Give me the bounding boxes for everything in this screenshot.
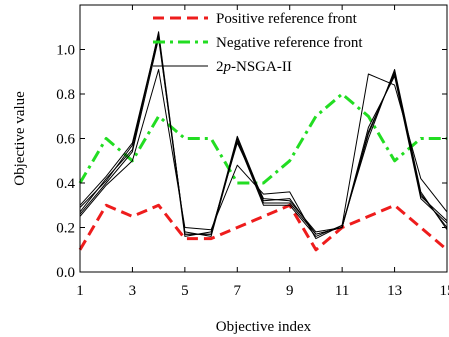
y-tick-label: 0.4 — [56, 176, 75, 192]
y-tick-label: 0.8 — [56, 87, 75, 103]
y-tick-label: 0.6 — [56, 132, 75, 148]
y-tick-label: 0.0 — [56, 265, 75, 281]
y-axis-label: Objective value — [12, 91, 28, 186]
series-layer — [78, 31, 448, 252]
x-tick-label: 13 — [387, 283, 402, 299]
x-tick-label: 1 — [76, 283, 84, 299]
x-tick-label: 15 — [440, 283, 449, 299]
y-tick-label: 1.0 — [56, 43, 75, 59]
series-line-2 — [78, 92, 447, 185]
legend-label-2: Negative reference front — [216, 35, 363, 51]
legend-label-3: 2p-NSGA-II — [216, 59, 292, 75]
series-line-6 — [79, 33, 448, 235]
legend-label-1: Positive reference front — [216, 11, 358, 27]
ticks-layer: 135791113150.00.20.40.60.81.0 — [56, 5, 449, 299]
series-line-7 — [79, 69, 448, 240]
x-tick-label: 3 — [129, 283, 137, 299]
x-tick-label: 11 — [335, 283, 349, 299]
legend: Positive reference front Negative referen… — [153, 11, 363, 75]
series-line-1 — [78, 203, 448, 252]
y-tick-label: 0.2 — [56, 221, 75, 237]
x-tick-label: 5 — [181, 283, 189, 299]
x-axis-label: Objective index — [216, 319, 312, 335]
x-tick-label: 7 — [234, 283, 242, 299]
x-tick-label: 9 — [286, 283, 294, 299]
